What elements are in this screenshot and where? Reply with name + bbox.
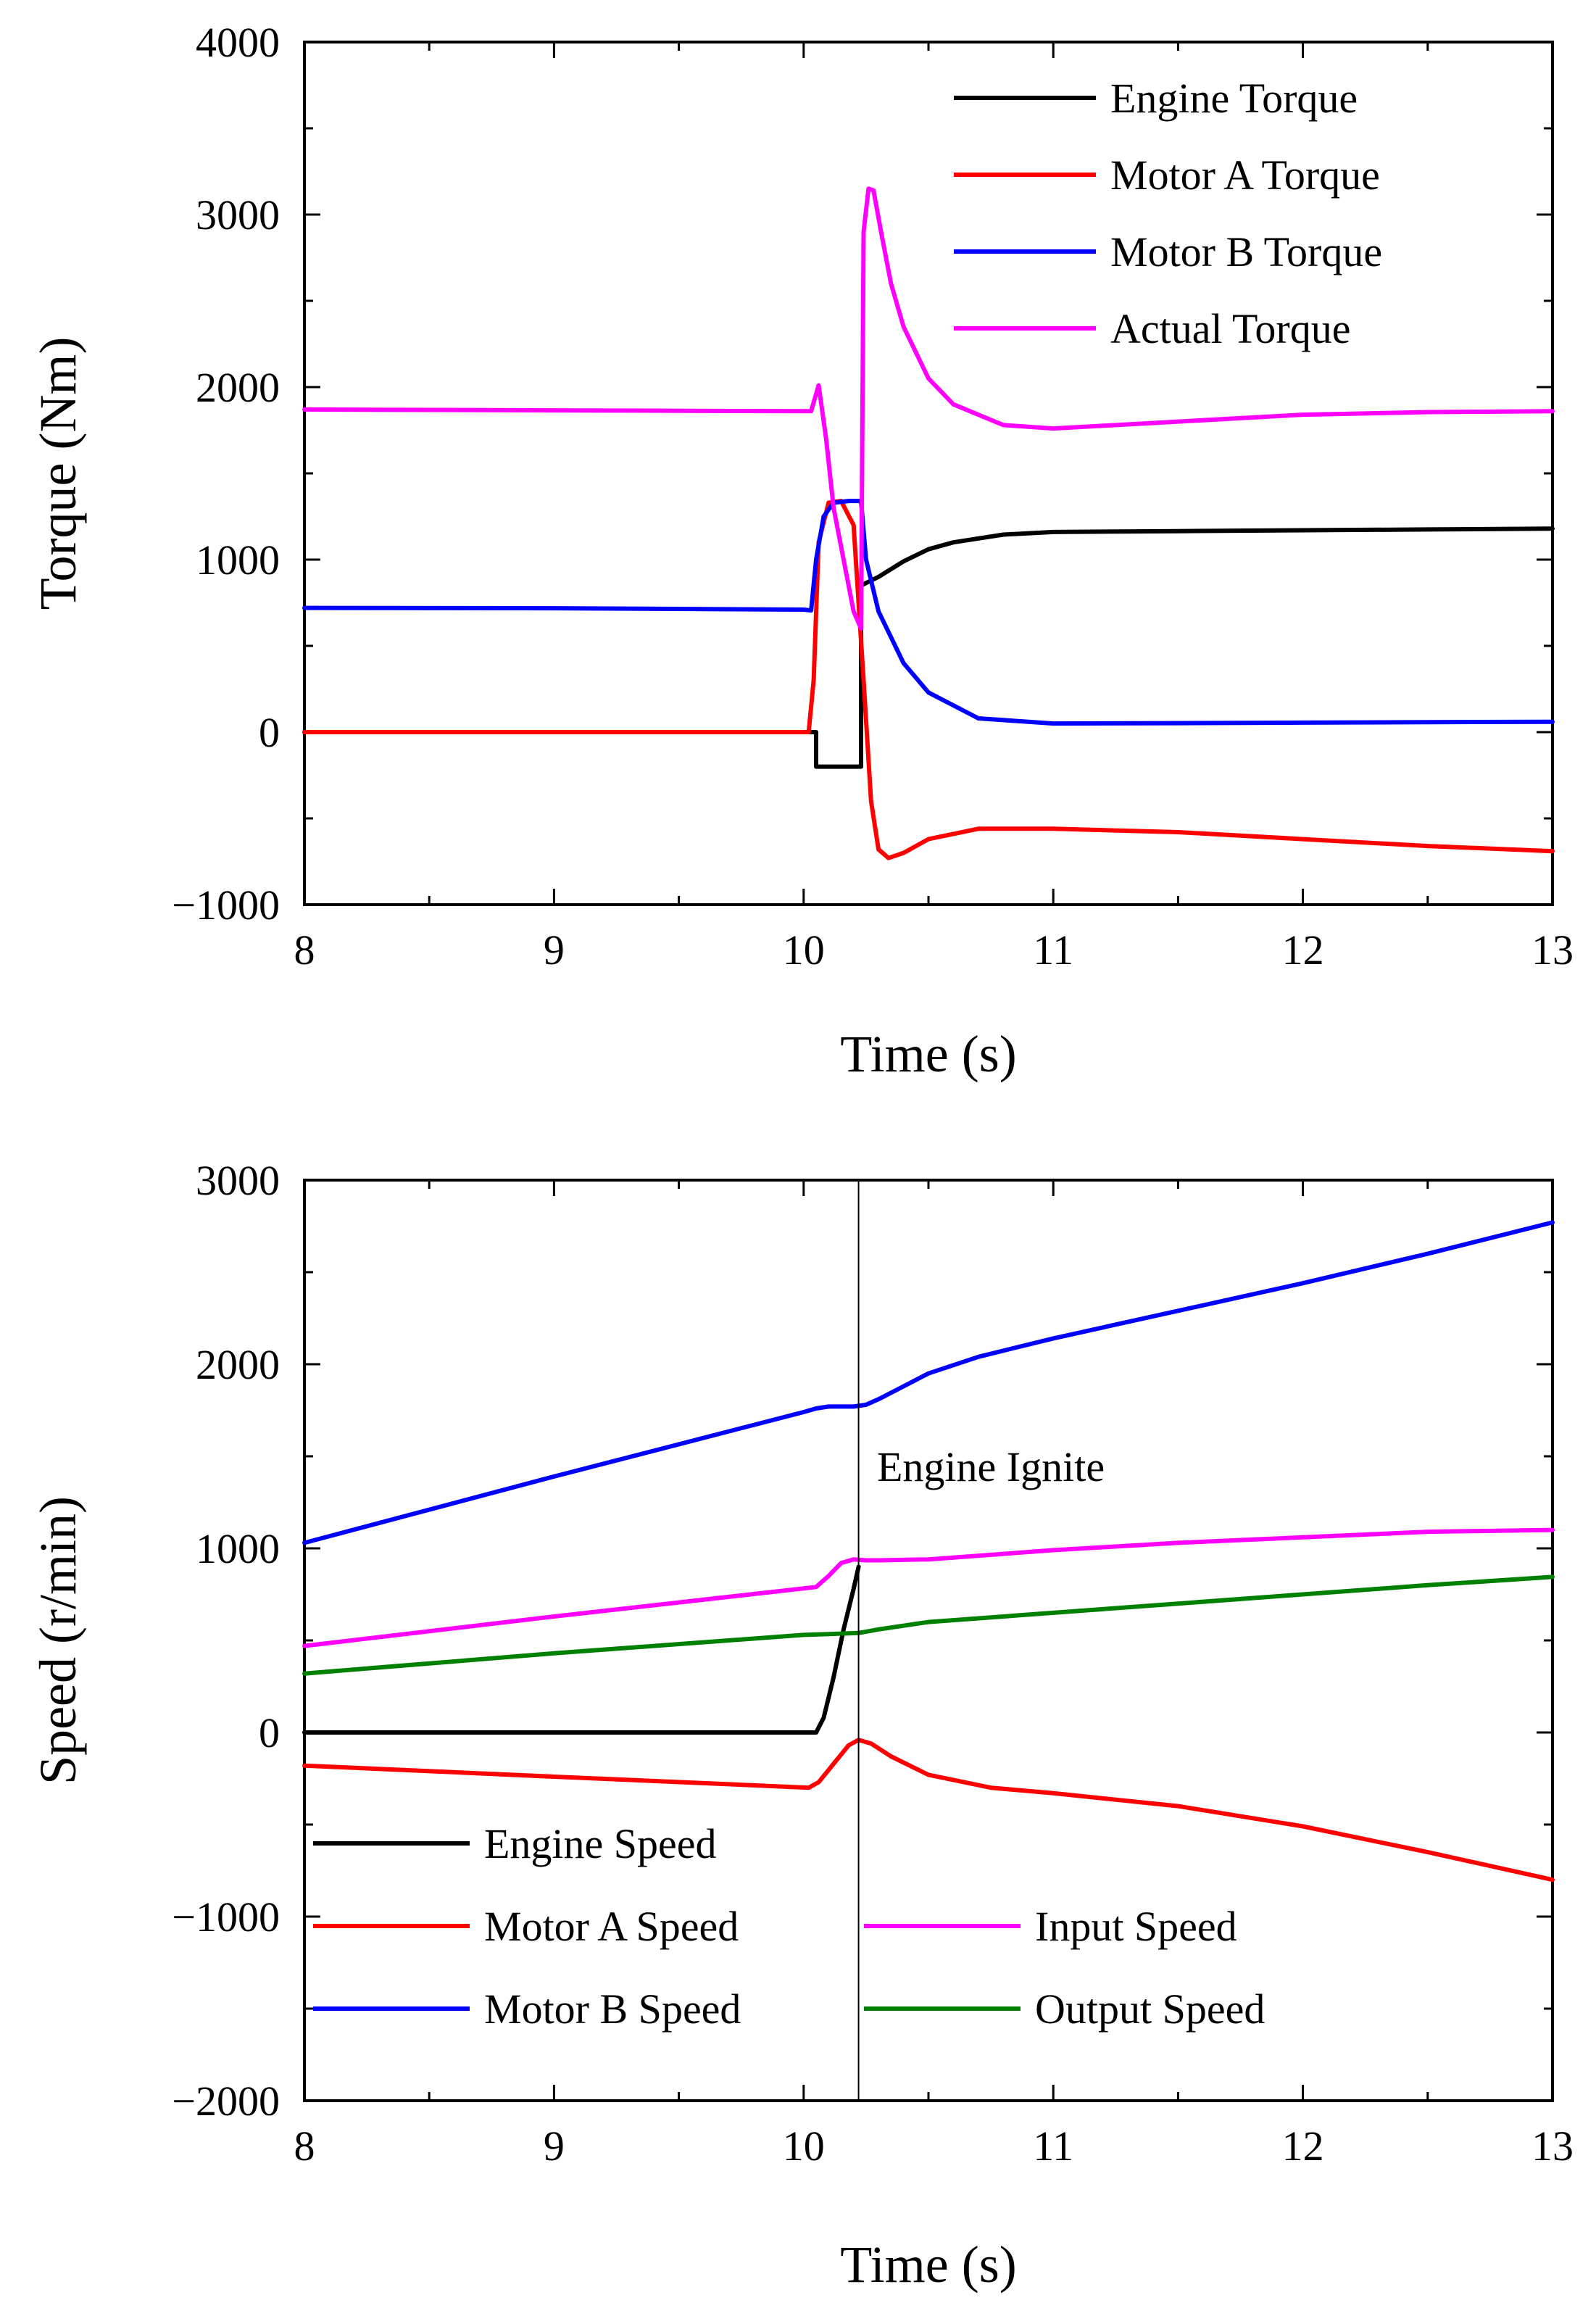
torque-y-tick-label: 2000 (196, 364, 280, 411)
legend-label-output-speed: Output Speed (1035, 1985, 1265, 2033)
speed-chart: 8 9 10 11 12 13 −2000 −1000 0 1000 2000 3000 Engine… (29, 1157, 1574, 2294)
speed-x-tick-label: 13 (1531, 2122, 1574, 2170)
torque-x-tick-label: 9 (544, 926, 565, 974)
speed-y-tick-label: 1000 (196, 1525, 280, 1572)
speed-x-axis-title: Time (s) (840, 2236, 1016, 2294)
legend-label-motor-a-speed: Motor A Speed (484, 1903, 739, 1950)
legend-label-motor-b-torque: Motor B Torque (1110, 228, 1382, 275)
speed-x-tick-label: 9 (544, 2122, 565, 2170)
speed-y-axis-title: Speed (r/min) (29, 1496, 87, 1785)
speed-ticks: 8 9 10 11 12 13 −2000 −1000 0 1000 2000 3000 (172, 1157, 1574, 2170)
motor-a-torque-line (302, 499, 1555, 860)
speed-y-tick-label: −1000 (172, 1893, 280, 1941)
input-speed-line (302, 1527, 1555, 1648)
legend-label-engine-torque: Engine Torque (1110, 75, 1358, 122)
legend-label-input-speed: Input Speed (1035, 1903, 1237, 1950)
torque-y-tick-label: 1000 (196, 536, 280, 584)
legend-label-motor-b-speed: Motor B Speed (484, 1985, 741, 2033)
motor-a-speed-line (302, 1738, 1555, 1883)
legend-label-engine-speed: Engine Speed (484, 1820, 717, 1867)
torque-y-axis-title: Torque (Nm) (29, 337, 87, 610)
speed-x-tick-label: 10 (783, 2122, 825, 2170)
speed-y-tick-label: 3000 (196, 1157, 280, 1204)
torque-x-axis-title: Time (s) (840, 1025, 1016, 1083)
engine-ignite-annotation: Engine Ignite (857, 1180, 1105, 2101)
speed-legend: Engine Speed Motor A Speed Motor B Speed In… (313, 1820, 1265, 2033)
torque-x-tick-label: 8 (294, 926, 315, 974)
torque-x-tick-label: 11 (1033, 926, 1073, 974)
speed-x-tick-label: 12 (1282, 2122, 1324, 2170)
torque-y-tick-label: −1000 (172, 881, 280, 929)
torque-y-tick-label: 0 (259, 709, 280, 756)
engine-torque-line (302, 526, 1555, 769)
speed-x-tick-label: 8 (294, 2122, 315, 2170)
speed-y-tick-label: 0 (259, 1709, 280, 1756)
speed-y-tick-label: −2000 (172, 2078, 280, 2125)
speed-x-tick-label: 11 (1033, 2122, 1073, 2170)
torque-x-tick-label: 13 (1531, 926, 1574, 974)
speed-series (302, 1220, 1555, 1883)
motor-b-speed-line (302, 1220, 1555, 1545)
torque-legend: Engine Torque Motor A Torque Motor B Torqu… (954, 75, 1382, 352)
torque-y-tick-label: 3000 (196, 191, 280, 238)
output-speed-line (302, 1574, 1555, 1676)
engine-ignite-label: Engine Ignite (877, 1443, 1105, 1490)
torque-ticks: 8 9 10 11 12 13 −1000 0 1000 2000 3000 4000 (172, 19, 1574, 974)
torque-x-tick-label: 10 (783, 926, 825, 974)
legend-label-motor-a-torque: Motor A Torque (1110, 152, 1380, 199)
torque-x-tick-label: 12 (1282, 926, 1324, 974)
torque-series (302, 186, 1555, 860)
speed-plot-frame (303, 1179, 1554, 2102)
torque-chart: 8 9 10 11 12 13 −1000 0 1000 2000 3000 4000 Engine … (29, 19, 1574, 1083)
engine-speed-line (302, 1564, 861, 1735)
speed-y-tick-label: 2000 (196, 1341, 280, 1388)
actual-torque-line (302, 186, 1555, 631)
torque-y-tick-label: 4000 (196, 19, 280, 66)
legend-label-actual-torque: Actual Torque (1110, 305, 1351, 352)
motor-b-torque-line (302, 499, 1555, 726)
